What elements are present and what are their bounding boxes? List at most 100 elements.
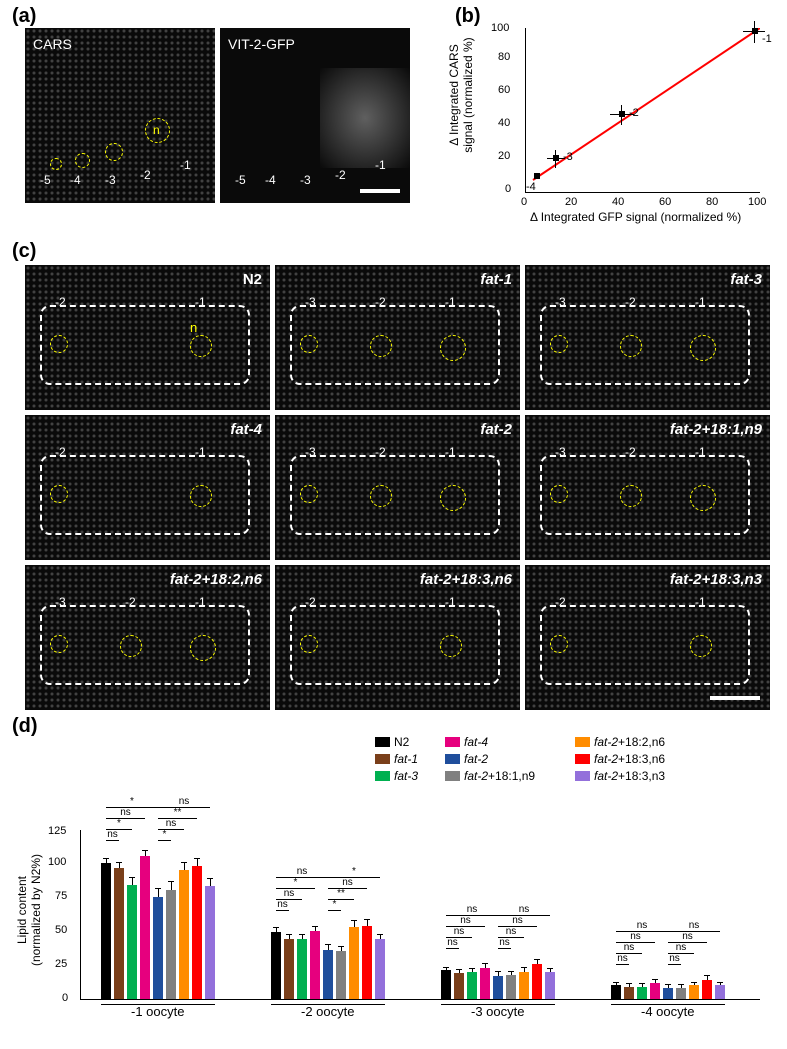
legend-text: N2 bbox=[394, 735, 409, 749]
oocyte-num: -5 bbox=[40, 173, 51, 187]
error-cap bbox=[534, 959, 540, 960]
error-cap bbox=[286, 934, 292, 935]
error-cap bbox=[482, 963, 488, 964]
data-bar bbox=[611, 985, 621, 999]
error-cap bbox=[652, 979, 658, 980]
data-bar bbox=[650, 983, 660, 999]
sig-bracket bbox=[668, 953, 694, 954]
sig-label: ns bbox=[497, 937, 513, 948]
oocyte-num: -3 bbox=[300, 173, 311, 187]
sig-label: ns bbox=[340, 877, 356, 888]
sig-label: * bbox=[288, 877, 304, 888]
sig-label: * bbox=[111, 818, 127, 829]
data-bar bbox=[676, 988, 686, 999]
error-cap bbox=[338, 946, 344, 947]
data-bar bbox=[480, 968, 490, 999]
legend-swatch bbox=[445, 737, 460, 747]
sig-label: ns bbox=[176, 796, 192, 807]
error-bar bbox=[537, 960, 538, 964]
sig-bracket bbox=[106, 840, 119, 841]
error-cap bbox=[639, 983, 645, 984]
sig-bracket bbox=[106, 807, 158, 808]
sig-bracket bbox=[498, 948, 511, 949]
nucleus-circle bbox=[75, 153, 90, 168]
sig-bracket bbox=[668, 931, 720, 932]
sig-label: * bbox=[124, 796, 140, 807]
error-bar bbox=[446, 968, 447, 971]
sig-label: * bbox=[327, 899, 343, 910]
sig-bracket bbox=[498, 937, 524, 938]
sig-label: ns bbox=[275, 899, 291, 910]
image-title: fat-2+18:3,n3 bbox=[670, 571, 762, 588]
error-cap bbox=[704, 975, 710, 976]
legend-swatch bbox=[575, 737, 590, 747]
data-bar bbox=[532, 964, 542, 999]
error-bar bbox=[158, 889, 159, 897]
data-bar bbox=[101, 863, 111, 999]
sig-bracket bbox=[276, 899, 302, 900]
point-label: -2 bbox=[629, 107, 639, 119]
legend-item: fat-1 bbox=[375, 752, 418, 766]
sig-label: ns bbox=[458, 915, 474, 926]
sig-label: ns bbox=[118, 807, 134, 818]
sig-bracket bbox=[158, 807, 210, 808]
data-bar bbox=[454, 973, 464, 999]
sig-bracket bbox=[616, 953, 642, 954]
image-title: N2 bbox=[243, 271, 262, 288]
error-bar bbox=[367, 920, 368, 925]
sig-label: ns bbox=[628, 931, 644, 942]
error-bar bbox=[341, 947, 342, 951]
error-cap bbox=[495, 971, 501, 972]
error-cap bbox=[351, 920, 357, 921]
sig-bracket bbox=[276, 888, 315, 889]
error-bar bbox=[302, 935, 303, 939]
sig-bracket bbox=[158, 829, 184, 830]
error-bar bbox=[328, 945, 329, 950]
error-bar bbox=[498, 972, 499, 976]
sig-bracket bbox=[668, 942, 707, 943]
sig-label: * bbox=[346, 866, 362, 877]
error-bar bbox=[694, 983, 695, 986]
sig-bracket bbox=[668, 964, 681, 965]
legend-item: fat-2 bbox=[445, 752, 488, 766]
sig-label: ns bbox=[686, 920, 702, 931]
y-tick: 100 bbox=[491, 22, 509, 34]
image-title: fat-2+18:2,n6 bbox=[170, 571, 262, 588]
sig-bracket bbox=[158, 840, 171, 841]
data-bar bbox=[663, 988, 673, 999]
legend-text: fat-1 bbox=[394, 752, 418, 766]
oocyte-num: -4 bbox=[265, 173, 276, 187]
sig-label: ns bbox=[451, 926, 467, 937]
error-bar bbox=[524, 968, 525, 972]
y-tick: 0 bbox=[505, 183, 511, 195]
error-cap bbox=[665, 984, 671, 985]
error-cap bbox=[613, 982, 619, 983]
error-bar bbox=[629, 984, 630, 987]
sig-bracket bbox=[328, 899, 354, 900]
legend-swatch bbox=[375, 771, 390, 781]
data-bar bbox=[323, 950, 333, 999]
sig-bracket bbox=[158, 818, 197, 819]
sig-label: ns bbox=[510, 915, 526, 926]
panel-c-image: N2-2-1n bbox=[25, 265, 270, 410]
data-bar bbox=[689, 985, 699, 999]
x-group-label: -2 oocyte bbox=[301, 1004, 354, 1019]
scale-bar bbox=[360, 189, 400, 193]
legend-item: fat-2+18:2,n6 bbox=[575, 735, 665, 749]
error-bar bbox=[184, 863, 185, 870]
panel-c-image: fat-2+18:3,n3-2-1 bbox=[525, 565, 770, 710]
error-bar bbox=[681, 985, 682, 988]
nucleus-circle bbox=[105, 143, 123, 161]
data-bar bbox=[140, 856, 150, 999]
legend-text: fat-4 bbox=[464, 735, 488, 749]
error-cap bbox=[508, 971, 514, 972]
panel-d-label: (d) bbox=[12, 715, 38, 738]
oocyte-outline bbox=[540, 605, 750, 685]
error-cap bbox=[207, 878, 213, 879]
data-bar bbox=[284, 939, 294, 999]
bar-y-tick: 0 bbox=[62, 992, 68, 1004]
sig-bracket bbox=[616, 931, 668, 932]
image-title: fat-3 bbox=[730, 271, 762, 288]
group-tick bbox=[271, 1004, 385, 1005]
legend-swatch bbox=[445, 771, 460, 781]
